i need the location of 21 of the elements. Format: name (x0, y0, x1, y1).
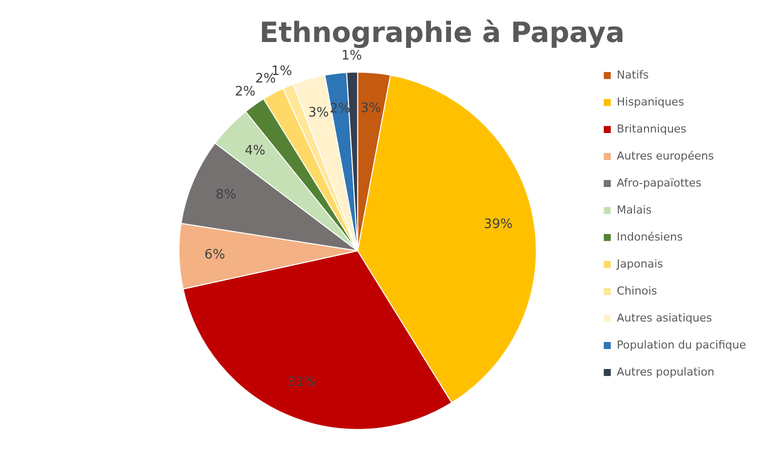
legend-label: Autres population (616, 365, 714, 378)
data-label: 31% (287, 374, 316, 390)
data-label: 3% (360, 100, 382, 116)
data-label: 39% (484, 216, 513, 232)
legend-label: Britanniques (616, 122, 687, 136)
chart-title: Ethnographie à Papaya (259, 16, 625, 50)
legend-label: Population du pacifique (616, 338, 746, 352)
data-label: 1% (341, 48, 362, 64)
legend-label: Indonésiens (616, 230, 683, 244)
legend-label: Afro-papaïottes (616, 176, 702, 190)
legend-label: Malais (616, 203, 652, 216)
data-label: 6% (204, 248, 226, 263)
legend-label: Natifs (616, 68, 649, 82)
legend-label: Autres européens (616, 149, 714, 162)
data-label: 4% (244, 144, 266, 159)
legend-label: Autres asiatiques (616, 311, 712, 324)
legend-label: Chinois (616, 284, 658, 298)
data-label: 3% (308, 106, 329, 121)
data-label: 2% (234, 84, 256, 100)
legend-label: Japonais (616, 257, 664, 270)
legend-label: Hispaniques (616, 95, 684, 108)
